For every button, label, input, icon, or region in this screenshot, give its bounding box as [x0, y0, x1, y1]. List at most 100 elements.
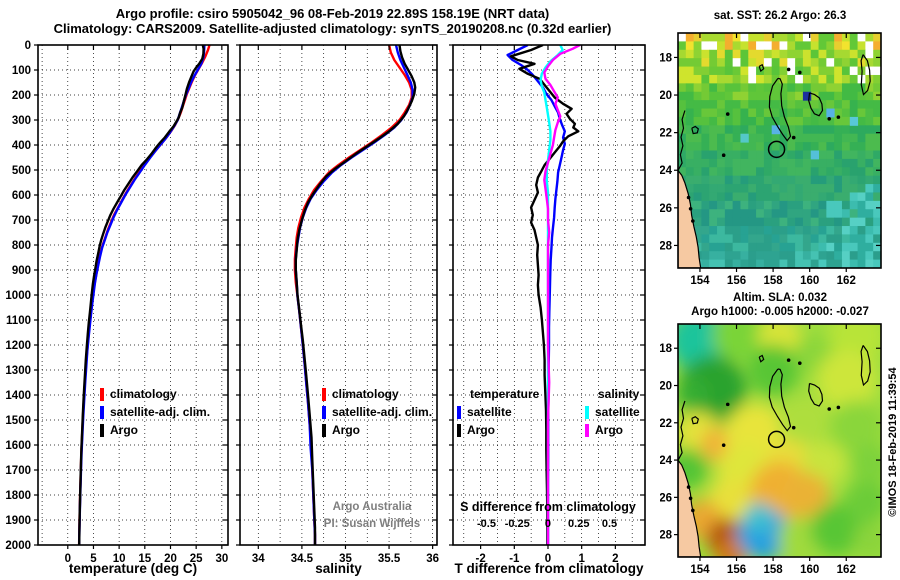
- coastline-contour: [758, 354, 765, 363]
- legend-item-argo: Argo: [100, 423, 210, 437]
- s-argo-line-swatch: [585, 423, 589, 437]
- islet: [791, 135, 796, 140]
- coastline-contour: [860, 54, 871, 96]
- legend-item-satellite-adj-clim: satellite-adj. clim.: [100, 405, 210, 419]
- islet: [827, 116, 832, 121]
- s-difference-axis-label: S difference from climatology: [460, 500, 636, 514]
- title-line-2: Climatology: CARS2009. Satellite-adjuste…: [53, 21, 612, 36]
- coastline-contour: [678, 110, 686, 171]
- coastline-contour: [808, 382, 824, 407]
- map-frame: [677, 32, 882, 269]
- tick-label: 158: [764, 564, 784, 576]
- legend-item-argo: Argo: [322, 423, 432, 437]
- legend-header-salinity: salinity: [585, 387, 640, 401]
- legend-item-climatology: climatology: [322, 387, 432, 401]
- gridlines: [38, 45, 228, 545]
- coastline-contour: [758, 63, 765, 73]
- sst-pixel-field: [678, 33, 881, 268]
- difference-plot-temperature-legend: temperature satellite Argo: [457, 387, 539, 437]
- legend-header-label: temperature: [470, 387, 540, 401]
- coastline-contour: [808, 92, 824, 117]
- tick-label: -28: [660, 530, 673, 542]
- tick-label: 35.5: [378, 553, 401, 565]
- legend-label: satellite: [467, 405, 512, 419]
- legend-header-label: salinity: [598, 387, 640, 401]
- tick-label: -22: [660, 418, 672, 430]
- islet: [786, 67, 791, 72]
- s-axis-tick-label: 0: [544, 518, 552, 530]
- salinity-depth-plot: 34 34.5 35 35.5 36: [236, 44, 439, 565]
- s-axis-tick-label: -0.25: [504, 518, 530, 530]
- islet: [786, 358, 791, 362]
- tick-label: 30: [215, 553, 228, 565]
- sla-field: [678, 324, 881, 557]
- tick-label: 15: [138, 553, 151, 565]
- islet: [691, 508, 695, 513]
- legend-label: Argo: [110, 423, 138, 437]
- t-argo-line-swatch: [457, 423, 461, 437]
- credit-program: Argo Australia: [332, 501, 412, 513]
- legend-item-argo: Argo: [457, 423, 539, 437]
- islet: [691, 219, 695, 223]
- islet: [721, 443, 726, 447]
- tick-label: 36: [426, 553, 439, 565]
- tick-label: -26: [660, 203, 672, 215]
- australia-landmass: [678, 169, 702, 268]
- tick-label: 156: [727, 275, 746, 287]
- title-line-1: Argo profile: csiro 5905042_96 08-Feb-20…: [115, 6, 550, 21]
- tick-label: 2000: [5, 540, 31, 552]
- tick-label: -28: [660, 240, 673, 252]
- tick-label: -18: [660, 52, 673, 64]
- tick-label: 900: [12, 265, 31, 277]
- legend-label: satellite-adj. clim.: [332, 405, 433, 419]
- tick-label: 1200: [5, 340, 31, 352]
- legend-item-argo: Argo: [585, 423, 640, 437]
- tick-label: -24: [660, 165, 673, 177]
- tick-label: 1100: [6, 315, 31, 327]
- coastline-contour: [691, 125, 699, 135]
- tick-label: 25: [190, 553, 203, 565]
- temperature-plot-legend: climatology satellite-adj. clim. Argo: [100, 387, 210, 437]
- islet: [836, 115, 841, 119]
- tick-label: 158: [764, 275, 784, 287]
- legend-header-temperature: temperature: [457, 387, 539, 401]
- argo-float-location-marker: [767, 140, 786, 159]
- series-layer: [77, 45, 211, 545]
- argo-float-location-marker: [767, 430, 786, 449]
- series-Argo: [78, 45, 205, 545]
- series-Argo: [294, 45, 417, 545]
- series-layer: [506, 45, 581, 545]
- tick-label: 1800: [5, 490, 31, 502]
- tick-label: 200: [12, 90, 31, 102]
- islet: [791, 425, 796, 430]
- tick-label: 400: [12, 140, 31, 152]
- map-frame: [677, 323, 882, 558]
- s-satellite-line-swatch: [585, 405, 589, 419]
- tick-label: 154: [690, 564, 710, 576]
- tick-label: -24: [660, 455, 673, 467]
- figure-title: Argo profile: csiro 5905042_96 08-Feb-20…: [10, 6, 655, 36]
- plot-frame: [37, 44, 229, 546]
- legend-label: Argo: [467, 423, 495, 437]
- tick-label: 0: [25, 40, 31, 52]
- argo-line-swatch: [100, 423, 104, 437]
- tick-label: 20: [164, 553, 177, 565]
- tick-label: 1300: [5, 365, 31, 377]
- islet: [725, 402, 730, 407]
- tick-label: 10: [113, 553, 126, 565]
- tick-label: 1600: [5, 440, 31, 452]
- tick-label: -1: [509, 553, 520, 565]
- difference-plot-salinity-legend: salinity satellite Argo: [585, 387, 640, 437]
- legend-label: Argo: [332, 423, 360, 437]
- tick-label: 160: [800, 275, 819, 287]
- tick-label: 154: [690, 275, 710, 287]
- tick-label: 0: [65, 553, 71, 565]
- tick-label: 300: [12, 115, 31, 127]
- legend-label: satellite: [595, 405, 640, 419]
- legend-label: satellite-adj. clim.: [110, 405, 211, 419]
- islet: [827, 407, 832, 411]
- australia-landmass: [678, 459, 702, 557]
- series-T-Argo: [509, 45, 580, 545]
- imos-watermark: ©IMOS 18-Feb-2019 11:39:54: [887, 367, 899, 517]
- legend-label: Argo: [595, 423, 623, 437]
